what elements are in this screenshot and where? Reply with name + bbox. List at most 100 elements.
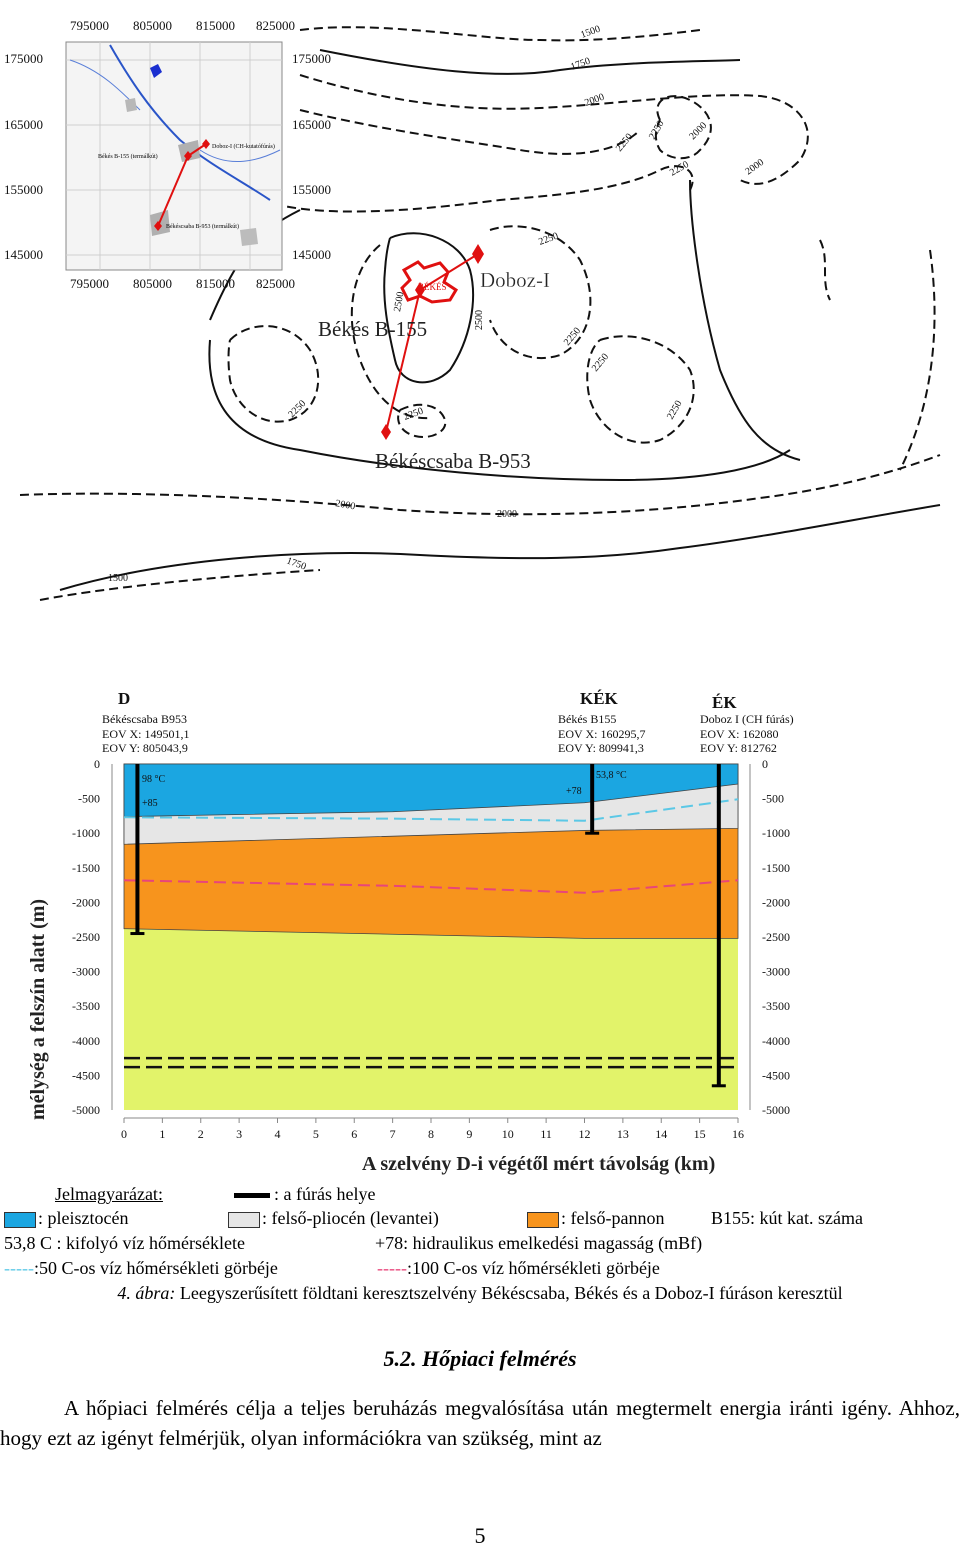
x-tick-label: 9 [466,1127,472,1141]
contour-label: 2000 [334,498,356,512]
well-eovy-d: EOV Y: 805043,9 [102,741,188,755]
curve-50c [123,798,739,822]
x-tick-label: 7 [390,1127,396,1141]
c50-dash: ----- [4,1258,34,1278]
layer-pleisztocen [123,763,739,817]
x-tick-label: 0 [121,1127,127,1141]
contour-label: 1500 [579,24,602,41]
inset-y-tick: 155000 [4,182,43,197]
contour-line [383,232,475,384]
inset-map: Békés B-155 (termálkút) Doboz-I (CH-kuta… [65,41,283,271]
contour-line [227,325,320,423]
contour-label: 2500 [392,291,406,313]
y-tick-right: -4000 [762,1034,790,1048]
inset-x-tick: 825000 [256,276,295,291]
legend-borehole: : a fúrás helye [274,1184,376,1204]
curve-100c [123,879,739,894]
contour-label: 1500 [108,573,128,584]
y-tick-right: -3000 [762,965,790,979]
contour-line [39,569,321,601]
contour-label: 2000 [497,509,517,520]
contour-line [350,244,431,420]
contour-line [689,179,801,461]
well-label-csaba: Békéscsaba B-953 [375,449,531,473]
x-tick-label: 10 [502,1127,514,1141]
x-tick-label: 14 [655,1127,667,1141]
well-label-doboz: Doboz-I [480,268,550,292]
x-tick-label: 5 [313,1127,319,1141]
well-name-kek: Békés B155 [558,712,616,726]
x-tick-label: 11 [540,1127,552,1141]
contour-line [819,239,936,471]
swatch-pliocen [228,1211,260,1228]
y-tick-left: 0 [94,757,100,771]
inset-x-tick: 795000 [70,276,109,291]
inset-y-tick: 175000 [4,51,43,66]
figure-caption: 4. ábra: Leegyszerűsített földtani keres… [0,1283,960,1304]
contour-line [259,165,694,213]
contour-label: 2000 [583,92,606,109]
cross-section-chart: D Békéscsaba B953 EOV X: 149501,1 EOV Y:… [27,689,794,1175]
well-eovy-kek: EOV Y: 809941,3 [558,741,644,755]
caption-text: Leegyszerűsített földtani keresztszelvén… [175,1283,843,1303]
head-annotation-kek: +78 [566,786,582,797]
y-tick-left: -500 [78,792,100,806]
y-tick-right: -4500 [762,1068,790,1082]
inset-x-tick: 805000 [133,18,172,33]
section-heading: 5.2. Hőpiaci felmérés [383,1346,577,1371]
caption-label: 4. ábra: [117,1283,176,1303]
inset-y-tick: 175000 [292,51,331,66]
legend-row-2c: : felső-pannon [527,1208,664,1229]
x-tick-label: 15 [694,1127,706,1141]
legend-temp: 53,8 C : kifolyó víz hőmérséklete [4,1233,245,1253]
contour-line [319,49,741,75]
well-eovy-ek: EOV Y: 812762 [700,741,777,755]
legend-c100: :100 C-os víz hőmérsékleti görbéje [406,1258,660,1278]
legend-pannon: : felső-pannon [561,1208,665,1228]
head-annotation-d: +85 [142,798,158,809]
contour-line [19,454,941,516]
y-tick-right: -3500 [762,999,790,1013]
inset-y-tick: 155000 [292,182,331,197]
y-tick-left: -3000 [72,965,100,979]
contour-label: 1750 [569,56,592,73]
contour-label: 2250 [614,132,635,154]
inset-well-label: Békés B-155 (termálkút) [98,153,158,160]
well-marker-bekes [415,282,425,298]
legend-row-1: Jelmagyarázat: : a fúrás helye [55,1184,375,1205]
contour-line [299,26,701,42]
contour-label: 2000 [743,157,766,177]
legend-pliocen: : felső-pliocén (levantei) [262,1208,439,1228]
well-code-ek: ÉK [712,693,737,712]
temp-annotation-d: 98 °C [142,774,165,785]
temp-annotation-kek: 53,8 °C [596,770,627,781]
well-eovx-ek: EOV X: 162080 [700,727,778,741]
contour-label: 2500 [474,310,485,330]
contour-line [299,109,641,155]
inset-x-tick: 805000 [133,276,172,291]
contour-line [299,74,809,185]
contour-label: 1750 [285,555,308,572]
contour-line [59,504,941,591]
contour-line [208,339,791,482]
legend-head: +78: hidraulikus emelkedési magasság (mB… [375,1233,703,1253]
contour-line [654,95,712,160]
contour-line [489,225,592,360]
contour-label: 2250 [590,352,611,374]
inset-y-tick: 165000 [292,117,331,132]
section-line [419,253,479,291]
y-tick-right: -1000 [762,826,790,840]
y-tick-left: -2500 [72,930,100,944]
x-tick-label: 6 [351,1127,357,1141]
y-tick-left: -4500 [72,1068,100,1082]
inset-x-tick: 825000 [256,18,295,33]
x-tick-label: 3 [236,1127,242,1141]
c100-dash: ----- [377,1258,407,1278]
x-tick-label: 1 [159,1127,165,1141]
well-name-d: Békéscsaba B953 [102,712,187,726]
well-name-ek: Doboz I (CH fúrás) [700,712,794,726]
legend-well-no: B155: kút kat. száma [711,1208,863,1228]
y-tick-left: -1000 [72,826,100,840]
x-tick-label: 12 [579,1127,591,1141]
legend-row-2: : pleisztocén [4,1208,128,1229]
